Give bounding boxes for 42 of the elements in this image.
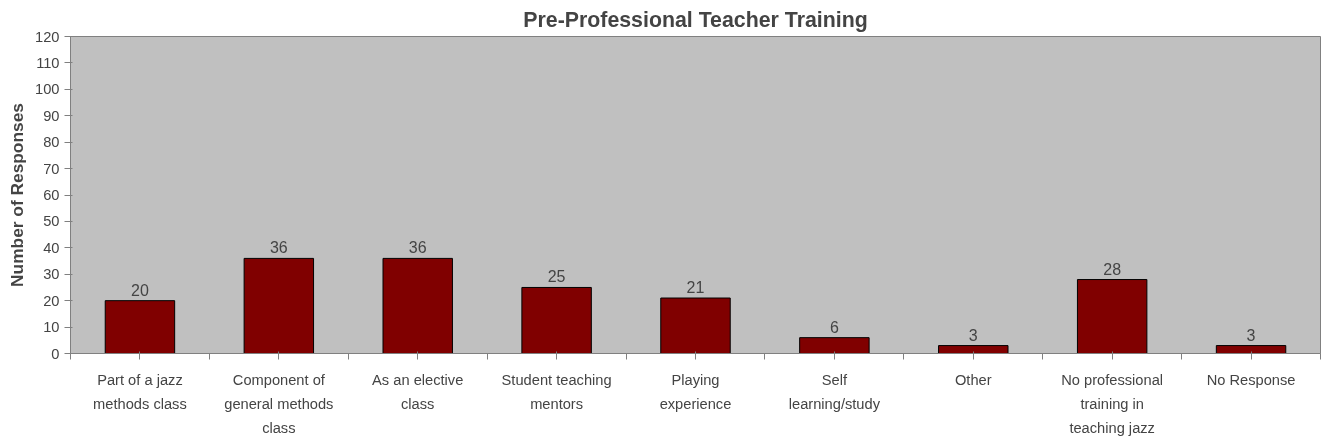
x-tick-label: Other: [954, 371, 992, 388]
chart-title: Pre-Professional Teacher Training: [523, 7, 868, 32]
y-tick-label: 90: [43, 107, 60, 124]
bar: [382, 257, 453, 354]
y-tick-label: 100: [35, 81, 60, 98]
data-label: 25: [547, 268, 566, 286]
bar: [521, 286, 592, 354]
y-tick-label: 80: [43, 134, 60, 151]
bar: [938, 345, 1009, 354]
x-tick-label: No Response: [1206, 371, 1296, 388]
x-tick-label: Part of a jazz methods class: [93, 371, 187, 412]
y-axis-title: Number of Responses: [7, 103, 28, 287]
x-tick-label: As an elective class: [372, 371, 464, 412]
data-label: 3: [968, 326, 978, 344]
x-tick-label: Playing experience: [659, 371, 732, 412]
x-tick-label: No professional training in teaching jazz: [1061, 371, 1164, 436]
y-tick-label: 50: [43, 213, 60, 230]
y-tick-label: 70: [43, 160, 60, 177]
x-tick-label: Component of general methods class: [224, 371, 334, 436]
y-tick-label: 110: [36, 54, 60, 71]
y-tick-label: 120: [35, 28, 60, 45]
data-label: 28: [1103, 260, 1122, 278]
bar: [1215, 345, 1287, 354]
bar: [243, 257, 315, 354]
data-label: 36: [408, 239, 427, 257]
y-tick-label: 10: [43, 319, 60, 336]
x-tick-label: Self learning/study: [788, 371, 881, 412]
data-label: 20: [131, 281, 149, 299]
x-tick-label: Student teaching mentors: [501, 371, 612, 412]
y-tick-label: 0: [51, 345, 60, 362]
y-tick-label: 20: [43, 292, 60, 309]
bar: [104, 300, 176, 354]
data-label: 6: [829, 318, 839, 336]
bar: [660, 297, 731, 354]
y-tick-label: 40: [43, 239, 60, 256]
data-label: 3: [1246, 326, 1256, 344]
y-tick-label: 30: [43, 266, 60, 283]
y-tick-label: 60: [43, 187, 60, 203]
data-label: 36: [269, 239, 288, 257]
bar: [1076, 279, 1148, 354]
data-label: 21: [686, 279, 705, 297]
bar: [799, 337, 870, 354]
